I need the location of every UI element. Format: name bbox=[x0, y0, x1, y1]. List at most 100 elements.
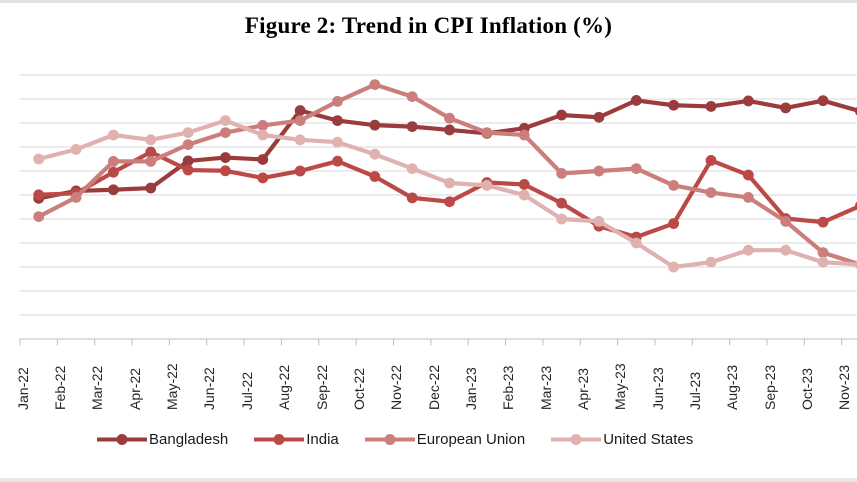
x-axis-label: Mar-22 bbox=[89, 365, 106, 410]
data-point bbox=[668, 261, 680, 273]
data-point bbox=[33, 211, 45, 223]
x-axis-label: May-23 bbox=[612, 363, 629, 410]
legend-item-bangladesh: Bangladesh bbox=[97, 431, 228, 448]
data-point bbox=[630, 163, 642, 175]
data-point bbox=[294, 105, 306, 116]
chart-title: Figure 2: Trend in CPI Inflation (%) bbox=[244, 13, 613, 38]
data-point bbox=[257, 172, 269, 184]
legend-item-european-union: European Union bbox=[364, 431, 526, 448]
data-point bbox=[742, 244, 754, 256]
data-point bbox=[742, 95, 754, 107]
data-point bbox=[369, 119, 381, 131]
data-point bbox=[444, 177, 455, 189]
x-axis-label: Apr-22 bbox=[126, 367, 143, 410]
data-point bbox=[705, 101, 717, 112]
x-axis-label: Nov-22 bbox=[388, 364, 405, 410]
legend-label: Bangladesh bbox=[149, 431, 229, 448]
data-point bbox=[257, 120, 269, 131]
data-point bbox=[705, 256, 717, 268]
data-point bbox=[780, 244, 792, 256]
data-point bbox=[705, 187, 717, 199]
data-point bbox=[369, 148, 381, 160]
x-axis-label: Nov-23 bbox=[836, 364, 853, 410]
data-point bbox=[332, 96, 343, 107]
legend-label: European Union bbox=[416, 431, 526, 448]
x-axis-label: Jun-22 bbox=[201, 367, 218, 410]
data-point bbox=[108, 156, 119, 167]
data-point bbox=[780, 102, 792, 114]
legend-line-marker-icon bbox=[254, 434, 305, 445]
data-point bbox=[593, 111, 605, 123]
data-point bbox=[33, 189, 45, 201]
legend-line-marker-icon bbox=[551, 434, 602, 445]
legend-item-india: India bbox=[254, 431, 339, 448]
data-point bbox=[668, 218, 680, 229]
data-point bbox=[668, 180, 680, 191]
data-point bbox=[481, 127, 493, 138]
data-point bbox=[257, 154, 269, 165]
data-point bbox=[145, 134, 157, 146]
data-point bbox=[220, 127, 231, 138]
legend-line-marker-icon bbox=[97, 434, 147, 445]
x-axis-label: Feb-23 bbox=[500, 365, 517, 410]
data-point bbox=[145, 146, 157, 158]
legend: Bangladesh India European Union United Stat… bbox=[97, 431, 693, 448]
data-point bbox=[406, 91, 418, 102]
data-point bbox=[406, 121, 418, 132]
data-point bbox=[630, 95, 642, 106]
data-point bbox=[518, 129, 530, 141]
x-axis-label: Jan-22 bbox=[14, 367, 31, 410]
data-point bbox=[220, 115, 231, 126]
data-point bbox=[444, 112, 455, 124]
x-axis-label: May-22 bbox=[164, 363, 181, 410]
data-point bbox=[705, 155, 717, 166]
x-axis-label: Oct-23 bbox=[799, 367, 816, 410]
x-axis-label: Jul-23 bbox=[687, 371, 703, 410]
data-point bbox=[145, 156, 157, 167]
data-point bbox=[444, 196, 455, 208]
x-axis-label: Feb-22 bbox=[52, 365, 69, 410]
data-point bbox=[406, 192, 418, 204]
x-axis-label: Apr-23 bbox=[574, 367, 591, 410]
legend-line-marker-icon bbox=[364, 434, 415, 445]
data-point bbox=[593, 216, 605, 227]
data-point bbox=[817, 256, 829, 268]
data-point bbox=[630, 237, 642, 249]
x-axis-label: Dec-22 bbox=[425, 364, 442, 410]
data-point bbox=[182, 139, 194, 151]
data-point bbox=[257, 129, 269, 141]
data-point bbox=[817, 247, 829, 258]
x-axis-label: Aug-22 bbox=[276, 364, 293, 410]
x-axis-label: Jul-22 bbox=[238, 371, 255, 410]
x-axis-label: Jun-23 bbox=[649, 367, 666, 410]
data-point bbox=[182, 164, 194, 176]
data-point bbox=[33, 153, 45, 165]
data-point bbox=[108, 166, 119, 178]
data-point bbox=[220, 152, 231, 163]
x-axis-label: Sep-22 bbox=[313, 364, 330, 410]
data-point bbox=[70, 192, 82, 203]
data-point bbox=[294, 115, 306, 126]
data-point bbox=[182, 155, 194, 167]
data-point bbox=[742, 192, 754, 203]
legend-label: India bbox=[306, 431, 339, 448]
legend-label: United States bbox=[603, 431, 694, 448]
data-point bbox=[145, 182, 157, 194]
x-axis-label: Jan-23 bbox=[462, 367, 479, 410]
top-border-strip bbox=[0, 0, 857, 3]
data-point bbox=[332, 136, 343, 148]
data-point bbox=[182, 127, 194, 138]
data-point bbox=[294, 134, 306, 146]
data-point bbox=[406, 163, 418, 175]
x-axis-label: Mar-23 bbox=[537, 365, 554, 410]
data-point bbox=[332, 115, 343, 126]
x-axis-label: Aug-23 bbox=[724, 364, 741, 410]
data-point bbox=[294, 165, 306, 177]
data-point bbox=[593, 165, 605, 177]
data-point bbox=[518, 189, 530, 201]
data-point bbox=[668, 99, 680, 111]
data-point bbox=[518, 179, 530, 190]
data-point bbox=[556, 197, 567, 209]
